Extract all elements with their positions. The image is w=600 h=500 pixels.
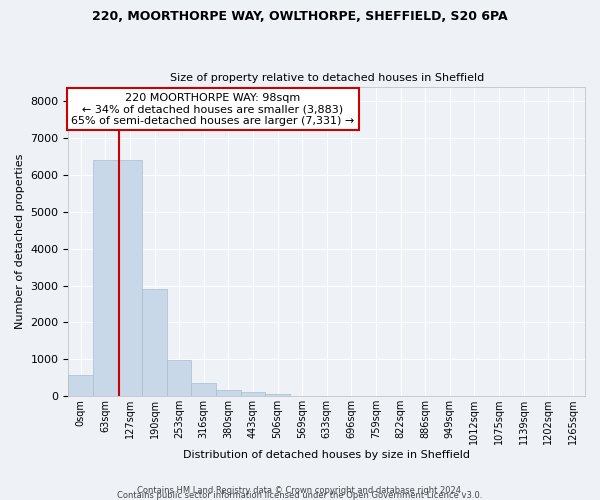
- Text: 220 MOORTHORPE WAY: 98sqm
← 34% of detached houses are smaller (3,883)
65% of se: 220 MOORTHORPE WAY: 98sqm ← 34% of detac…: [71, 92, 355, 126]
- Text: Contains HM Land Registry data © Crown copyright and database right 2024.: Contains HM Land Registry data © Crown c…: [137, 486, 463, 495]
- X-axis label: Distribution of detached houses by size in Sheffield: Distribution of detached houses by size …: [183, 450, 470, 460]
- Bar: [93, 160, 118, 396]
- Bar: [142, 290, 167, 396]
- Bar: [118, 160, 142, 396]
- Bar: [167, 360, 191, 396]
- Text: Contains public sector information licensed under the Open Government Licence v3: Contains public sector information licen…: [118, 491, 482, 500]
- Bar: [191, 382, 216, 396]
- Title: Size of property relative to detached houses in Sheffield: Size of property relative to detached ho…: [170, 73, 484, 83]
- Text: 220, MOORTHORPE WAY, OWLTHORPE, SHEFFIELD, S20 6PA: 220, MOORTHORPE WAY, OWLTHORPE, SHEFFIEL…: [92, 10, 508, 23]
- Bar: [68, 375, 93, 396]
- Y-axis label: Number of detached properties: Number of detached properties: [15, 154, 25, 329]
- Bar: [241, 392, 265, 396]
- Bar: [216, 390, 241, 396]
- Bar: [265, 394, 290, 396]
